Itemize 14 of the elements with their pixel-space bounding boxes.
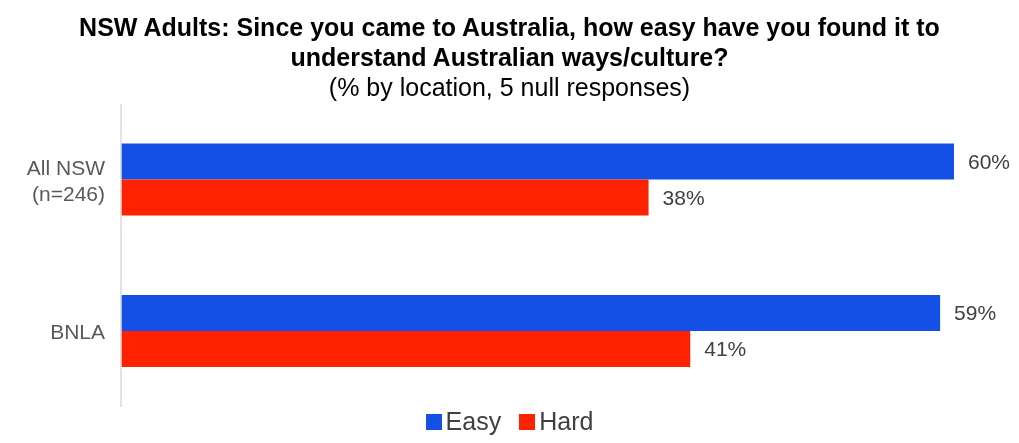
bar xyxy=(121,330,691,367)
bar xyxy=(121,294,941,331)
y-tick-label: BNLA xyxy=(50,319,105,343)
chart-subtitle: (% by location, 5 null responses) xyxy=(327,72,692,102)
y-tick-label: All NSW (n=246) xyxy=(26,155,106,205)
data-label: 38% xyxy=(662,185,705,209)
data-label: 60% xyxy=(968,149,1011,173)
data-label: 41% xyxy=(704,337,747,361)
legend-label: Easy xyxy=(444,407,502,436)
chart-title: NSW Adults: Since you came to Australia, how easy have you found it to understand Australian ways/culture? xyxy=(78,12,941,72)
bar xyxy=(121,143,954,180)
bar xyxy=(121,179,649,216)
legend-label: Hard xyxy=(538,407,594,436)
data-label: 59% xyxy=(954,301,997,325)
